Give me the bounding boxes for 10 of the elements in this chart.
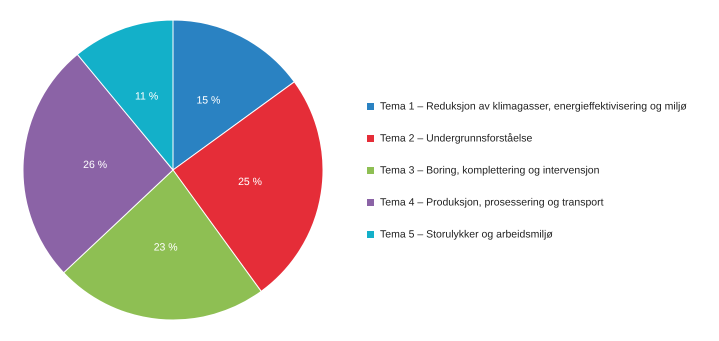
legend-label: Tema 1 – Reduksjon av klimagasser, energieffektivisering og miljø bbox=[380, 100, 688, 112]
legend-label: Tema 2 – Undergrunnsforståelse bbox=[380, 132, 532, 144]
data-label: 26 % bbox=[83, 159, 108, 172]
data-label: 11 % bbox=[135, 90, 158, 103]
legend-label: Tema 5 – Storulykker og arbeidsmiljø bbox=[380, 228, 554, 240]
data-label: 25 % bbox=[238, 176, 262, 188]
data-label: 23 % bbox=[154, 242, 178, 254]
legend-label: Tema 3 – Boring, komplettering og intervensjon bbox=[380, 164, 600, 176]
legend-label: Tema 4 – Produksjon, prosessering og transport bbox=[380, 196, 604, 208]
data-label: 15 % bbox=[196, 94, 220, 106]
